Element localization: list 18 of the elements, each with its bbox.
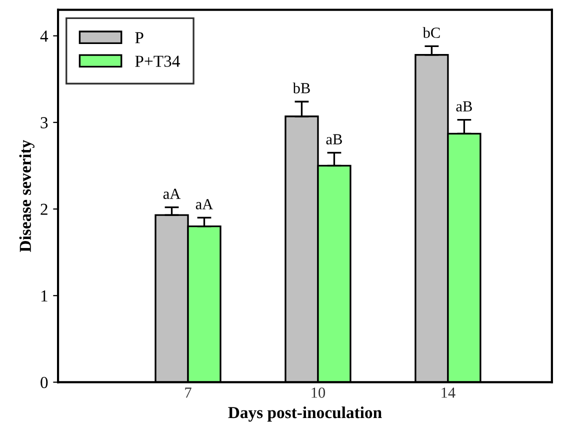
data-label: aB [456, 101, 472, 112]
data-label: bB [292, 82, 310, 94]
x-tick-label: 10 [312, 388, 326, 398]
data-label: aB [326, 134, 342, 144]
y-tick-label: 1 [41, 290, 48, 302]
y-axis-title: Disease severity [19, 140, 34, 252]
legend-label: P [135, 32, 144, 44]
x-tick-label: 14 [442, 388, 456, 398]
data-label: bC [422, 27, 440, 38]
y-tick-label: 3 [40, 117, 48, 128]
y-tick-label: 0 [40, 376, 48, 388]
x-tick-label: 7 [185, 388, 192, 398]
data-label: aA [163, 188, 181, 199]
x-axis-title: Days post-inoculation [228, 406, 382, 422]
data-label: aA [196, 199, 214, 210]
legend-label: P+T34 [135, 56, 180, 67]
y-tick-label: 4 [40, 30, 48, 42]
y-tick-label: 2 [40, 204, 48, 215]
